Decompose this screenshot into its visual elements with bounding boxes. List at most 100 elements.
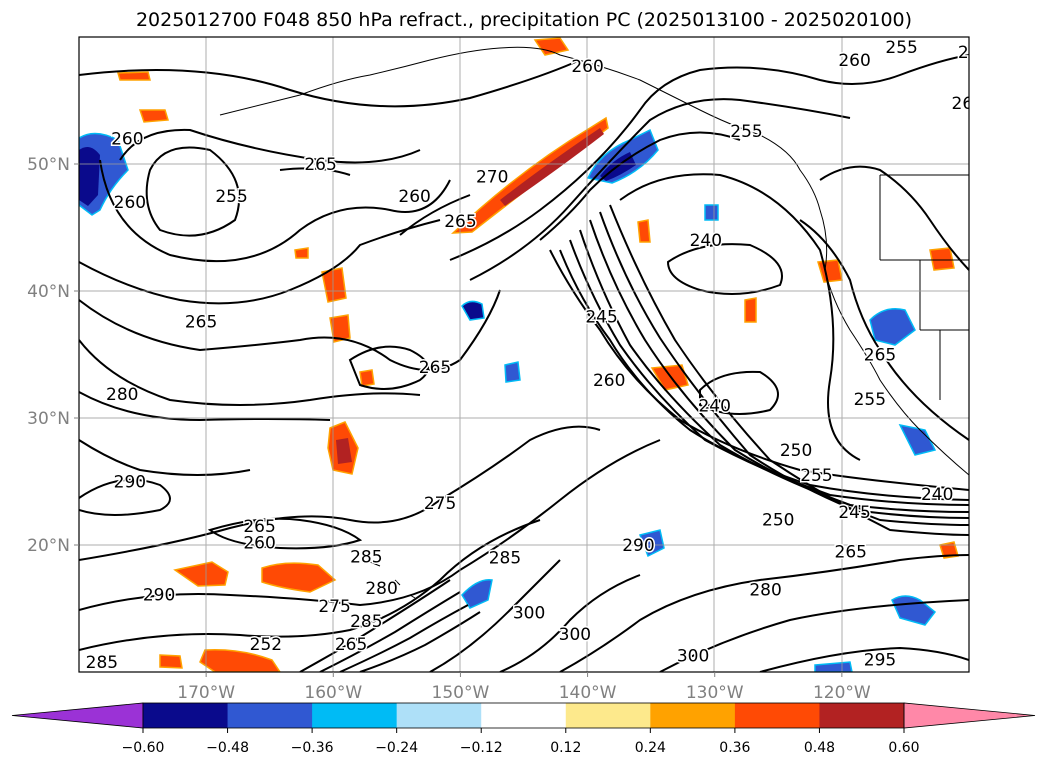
contour-label: 260 (111, 130, 143, 150)
coastline-north-america (819, 209, 969, 476)
colorbar-tick-label: 0.36 (719, 740, 750, 756)
latitude-tick-labels: 20°N 30°N 40°N 50°N (27, 155, 79, 556)
contour-label: 265 (952, 94, 984, 114)
contour-label: 290 (114, 473, 146, 493)
colorbar-tick-label: −0.36 (291, 740, 334, 756)
shading-positive-core-north-pacific (500, 128, 604, 206)
shading-positive-18n-165w (261, 562, 337, 593)
contour-label: 285 (350, 612, 382, 632)
contour-line (79, 425, 601, 561)
contour-line (79, 519, 541, 651)
colorbar-segment (819, 703, 905, 728)
contour-label: 265 (444, 212, 476, 232)
contour-label: 260 (114, 193, 146, 213)
contour-line (79, 289, 501, 371)
coastline-islands (369, 561, 416, 599)
contour-line (359, 611, 481, 672)
coastline-aleutian (219, 94, 301, 116)
contour-line (469, 98, 851, 281)
contour-line (79, 339, 421, 406)
lon-tick-label: 140°W (559, 683, 617, 703)
contour-line (819, 165, 969, 271)
lat-tick-label: 20°N (27, 536, 70, 556)
colorbar-segment (312, 703, 398, 728)
coastline-alaska (299, 46, 821, 211)
contour-label: 280 (365, 579, 397, 599)
shading-negative-bottom-right (814, 661, 853, 672)
contour-label: 250 (762, 511, 794, 531)
contour-line (348, 345, 429, 390)
contour-line (299, 579, 451, 672)
contour-label: 240 (698, 396, 730, 416)
shading-positive-small-b (359, 369, 375, 387)
lon-tick-label: 120°W (813, 683, 871, 703)
border-states (879, 175, 969, 400)
shading-negative-small-c (704, 204, 719, 221)
contour-line (449, 54, 969, 261)
lon-tick-label: 150°W (432, 683, 490, 703)
contour-line (79, 478, 171, 516)
contour-label: 250 (780, 441, 812, 461)
contour-line (79, 439, 251, 476)
contour-label: 265 (185, 312, 217, 332)
contour-line (79, 391, 331, 422)
shading-positive-40n-162w (321, 267, 347, 303)
colorbar-segment (565, 703, 651, 728)
contour-label: 255 (800, 466, 832, 486)
shading-negative-15n-115w (891, 595, 937, 626)
lon-tick-label: 130°W (686, 683, 744, 703)
contour-line (799, 219, 969, 441)
contour-label: 275 (424, 494, 456, 514)
lat-tick-label: 30°N (27, 409, 70, 429)
contour-label: 280 (749, 580, 781, 600)
colorbar-tick-label: −0.12 (460, 740, 503, 756)
shading-negative-west-coast (869, 308, 916, 346)
map-panel: 260 265 255 260 260 270 265 265 265 280 290 275 265 2… (79, 37, 984, 673)
shading-positive-small-e (744, 297, 757, 323)
colorbar-extend-low (11, 702, 144, 729)
colorbar-segment (481, 703, 567, 728)
contour-label: 275 (318, 597, 350, 617)
contour-line (99, 159, 451, 263)
contour-label: 252 (250, 635, 282, 655)
contour-line (559, 554, 969, 672)
lon-tick-label: 170°W (177, 683, 235, 703)
contour-label: 245 (838, 503, 870, 523)
contour-label: 265 (243, 517, 275, 537)
contour-label: 265 (835, 542, 867, 562)
shading-positive-west-coast-b (929, 247, 955, 271)
contour-label: 300 (677, 646, 709, 666)
contour-label: 240 (690, 231, 722, 251)
shading-positive-small-d (637, 219, 651, 243)
colorbar-segment (650, 703, 736, 728)
contour-label: 280 (106, 385, 138, 405)
contour-label: 295 (864, 650, 896, 670)
colorbar-segment (227, 703, 313, 728)
lon-tick-label: 160°W (304, 683, 362, 703)
contour-label: 270 (476, 168, 508, 188)
coastlines (219, 46, 969, 599)
contour-label: 285 (86, 653, 118, 673)
contour-line (759, 646, 969, 672)
shading-positive-58n-167w (117, 71, 151, 81)
map-frame (78, 36, 970, 673)
contour-line (119, 128, 421, 164)
contour-label: 255 (885, 38, 917, 58)
shading-positive-12n-165w (199, 648, 281, 672)
gridlines (79, 37, 969, 672)
contour-line (609, 204, 969, 536)
shading-negative-16n-150w (461, 579, 493, 609)
colorbar-tick-label: 0.24 (635, 740, 666, 756)
contour-line (79, 59, 581, 108)
shading-positive-small-g (159, 654, 183, 669)
contour-label: 260 (398, 187, 430, 207)
contour-line (589, 219, 969, 519)
contour-line (699, 370, 779, 415)
colorbar-tick-label: 0.12 (550, 740, 581, 756)
contour-line (319, 591, 461, 672)
contour-line (666, 243, 783, 295)
contour-line (539, 131, 741, 241)
contour-label: 255 (854, 390, 886, 410)
contour-line (145, 146, 241, 237)
